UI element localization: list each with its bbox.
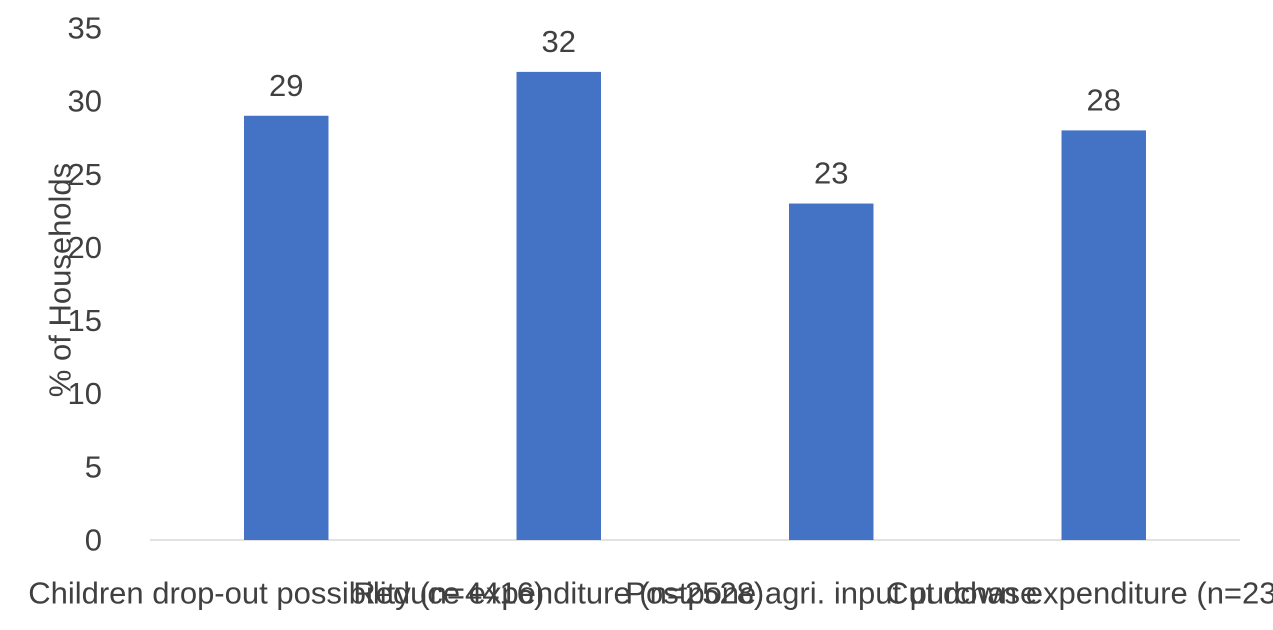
- bar: [789, 203, 874, 541]
- data-label: 23: [814, 156, 848, 191]
- bar: [244, 115, 329, 541]
- y-tick-label: 35: [68, 11, 102, 46]
- bar: [516, 71, 601, 540]
- y-tick-label: 20: [68, 230, 102, 265]
- data-label: 28: [1087, 82, 1121, 117]
- category-label: Cut down expenditure (n=2313): [886, 576, 1273, 611]
- data-label: 29: [269, 68, 303, 103]
- y-axis-ticks: 0 5 10 15 20 25 30 35: [68, 11, 102, 558]
- category-label: Children drop-out possibility (n=4416): [28, 576, 544, 611]
- y-tick-label: 0: [85, 523, 102, 558]
- y-axis-label: % of Households: [43, 163, 78, 397]
- y-tick-label: 15: [68, 303, 102, 338]
- bars: [244, 71, 1146, 541]
- y-tick-label: 30: [68, 84, 102, 119]
- category-labels: Children drop-out possibility (n=4416)Re…: [28, 576, 1273, 611]
- bar: [1061, 130, 1146, 540]
- category-label: Reduce expenditure (n=2528): [353, 576, 764, 611]
- data-labels: 29 32 23 28: [269, 24, 1121, 191]
- y-tick-label: 25: [68, 157, 102, 192]
- category-label: Postpone agri. input purchase: [625, 576, 1037, 611]
- y-tick-label: 10: [68, 376, 102, 411]
- data-label: 32: [542, 24, 576, 59]
- y-tick-label: 5: [85, 449, 102, 484]
